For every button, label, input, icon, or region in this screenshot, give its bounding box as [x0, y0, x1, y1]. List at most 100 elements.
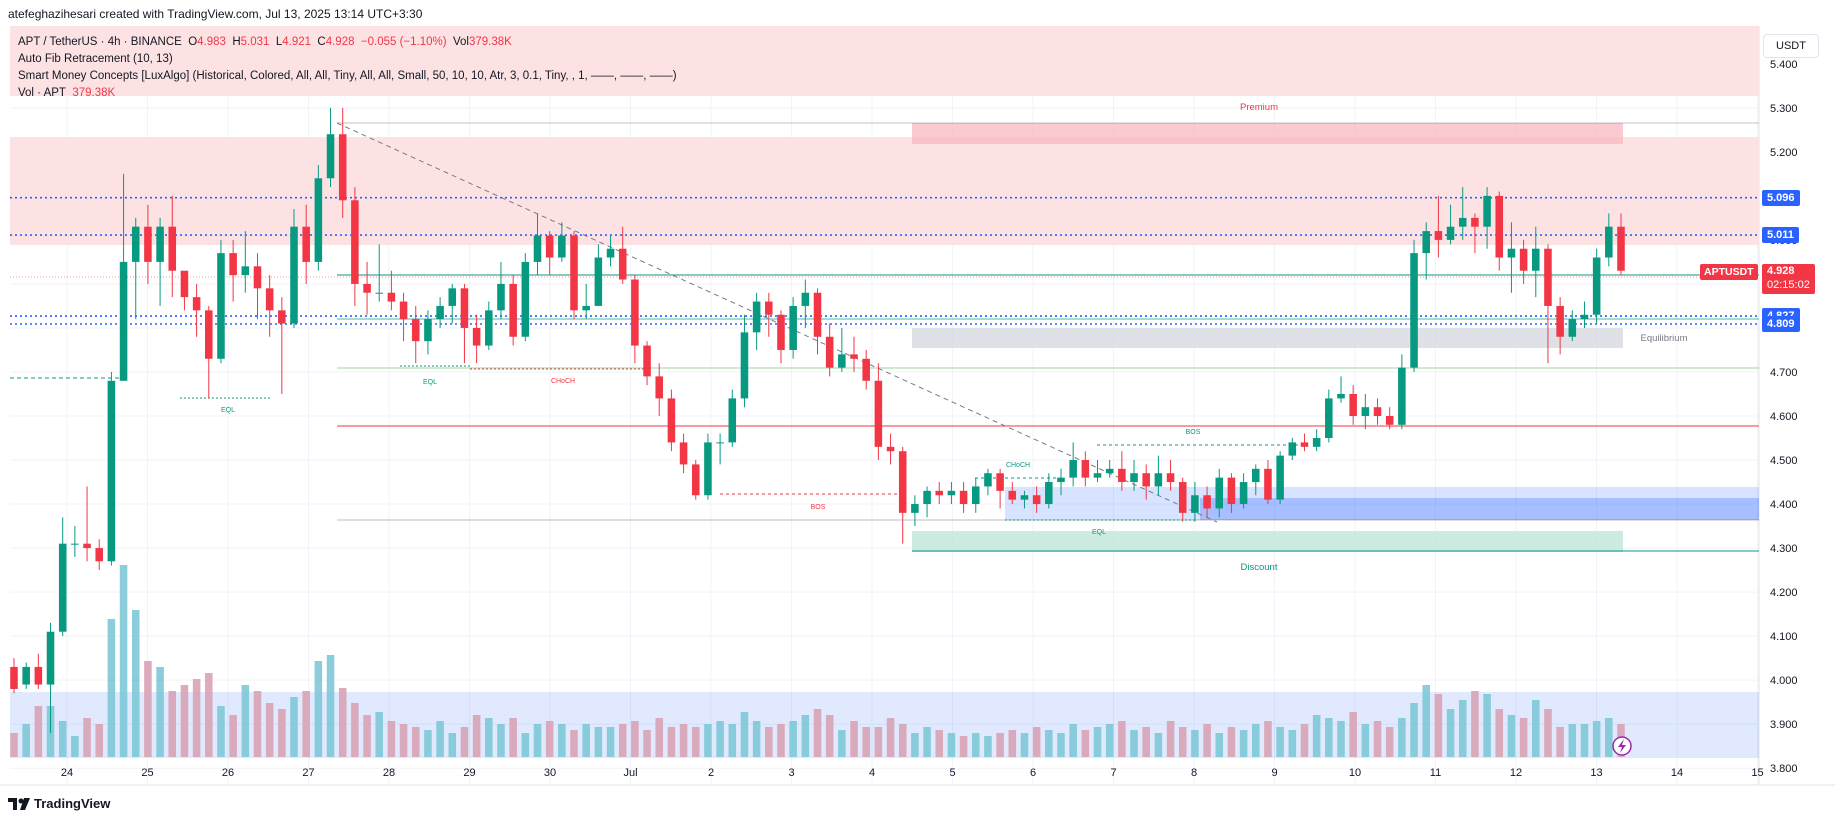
premium-header-band	[10, 26, 1759, 96]
candle-body	[1069, 460, 1077, 478]
volume-bar	[874, 727, 883, 757]
indicator-volume-value: 379.38K	[72, 87, 116, 99]
volume-bar	[278, 709, 286, 757]
x-tick-label: 26	[222, 767, 234, 779]
x-tick-label: 2	[708, 767, 714, 779]
candle-body	[935, 490, 944, 496]
indicator-volume[interactable]: Vol · APT 379.38K	[18, 85, 677, 102]
candle-body	[338, 134, 347, 201]
volume-bar	[1385, 727, 1394, 757]
time-axis-ticks: 24 25 26 27 28 29 30 Jul 2 3 4 5 6 7 8 9 10 11 12 13 14 15	[61, 767, 1764, 779]
tradingview-logo[interactable]: TradingView	[8, 796, 110, 811]
candle-body	[570, 235, 578, 311]
candle-body	[1312, 438, 1321, 447]
volume-bar	[1556, 727, 1564, 757]
candle-body	[351, 200, 359, 284]
candle-body	[691, 464, 700, 496]
candle-body	[83, 543, 91, 549]
volume-bar	[58, 721, 67, 757]
lightning-icon[interactable]	[1612, 736, 1632, 756]
volume-bar	[192, 679, 201, 757]
volume-bar	[1057, 733, 1065, 757]
candle-body	[1178, 482, 1187, 513]
volume-bar	[740, 712, 749, 757]
candle-body	[326, 134, 335, 179]
candle-body	[1349, 393, 1357, 416]
y-tick-label: 3.900	[1770, 719, 1798, 731]
premium-zone-box	[912, 123, 1623, 144]
discount-zone-box	[912, 531, 1623, 552]
volume-bar	[1069, 724, 1077, 757]
candle-body	[1422, 231, 1430, 254]
x-tick-label: 25	[141, 767, 153, 779]
candle-body	[363, 283, 371, 293]
equilibrium-label: Equilibrium	[1641, 333, 1688, 344]
candle-body	[1325, 398, 1333, 439]
indicator-fib[interactable]: Auto Fib Retracement (10, 13)	[18, 53, 173, 65]
candle-body	[1142, 473, 1150, 487]
volume-bar	[71, 736, 79, 757]
indicator-volume-name: Vol · APT	[18, 87, 66, 99]
volume-bar	[1568, 724, 1577, 757]
volume-bar	[1154, 733, 1163, 757]
candle-body	[1057, 477, 1065, 483]
candle-body	[911, 504, 919, 513]
volume-bar	[911, 733, 919, 757]
candle-body	[375, 292, 384, 294]
volume-bar	[728, 724, 737, 757]
legend-high-label: H	[232, 36, 241, 48]
candles	[10, 107, 1625, 733]
volume-bar	[838, 730, 846, 757]
candle-body	[399, 301, 408, 320]
candle-body	[1434, 231, 1443, 240]
candle-body	[1239, 482, 1248, 505]
price-axis-ticks: 3.800 3.900 4.000 4.100 4.200 4.300 4.400 4.500…	[1770, 59, 1798, 775]
x-tick-label: 8	[1191, 767, 1197, 779]
volume-bar	[229, 715, 237, 757]
legend-high: 5.031	[240, 36, 270, 48]
legend-ohlc-row[interactable]: APT / TetherUS · 4h · BINANCE O4.983 H5.…	[18, 34, 677, 51]
currency-selector[interactable]: USDT	[1763, 34, 1819, 58]
volume-bar	[570, 730, 578, 757]
candle-body	[874, 380, 883, 447]
volume-bar	[1020, 733, 1029, 757]
x-tick-label: 4	[869, 767, 875, 779]
legend-vol-label: Vol	[452, 36, 469, 48]
candle-body	[740, 332, 749, 399]
x-tick-label: 12	[1510, 767, 1522, 779]
candle-body	[314, 178, 323, 262]
candle-body	[533, 235, 542, 262]
volume-bar	[704, 724, 712, 757]
eql-label-2: EQL	[423, 379, 437, 386]
eql-label-3: EQL	[1092, 529, 1106, 536]
candle-body	[594, 257, 603, 306]
candle-body	[1580, 314, 1589, 320]
candle-body	[1495, 195, 1504, 258]
volume-bar	[424, 730, 432, 757]
volume-bar	[533, 724, 542, 757]
candle-body	[971, 486, 980, 505]
x-tick-label: 27	[302, 767, 314, 779]
volume-bar	[1008, 730, 1017, 757]
y-tick-label: 4.700	[1770, 367, 1798, 379]
y-tick-label: 5.200	[1770, 147, 1798, 159]
volume-bar	[1361, 724, 1370, 757]
volume-bar	[618, 724, 627, 757]
eql-label-1: EQL	[221, 407, 235, 414]
candle-body	[959, 490, 968, 505]
volume-bar	[509, 718, 517, 757]
volume-bar	[460, 727, 469, 757]
legend-symbol[interactable]: APT / TetherUS · 4h · BINANCE	[18, 36, 182, 48]
candle-body	[71, 543, 79, 545]
legend-change: −0.055 (−1.10%)	[360, 36, 447, 48]
tradingview-mark-icon	[8, 797, 30, 810]
candle-body	[558, 235, 566, 258]
x-tick-label: 5	[949, 767, 955, 779]
volume-bar	[898, 724, 907, 757]
candle-body	[850, 354, 858, 359]
volume-bar	[1239, 730, 1248, 757]
current-symbol-tag: APTUSDT	[1700, 263, 1758, 280]
demand-block-inner	[1200, 498, 1759, 520]
indicator-smc[interactable]: Smart Money Concepts [LuxAlgo] (Historic…	[18, 70, 677, 82]
